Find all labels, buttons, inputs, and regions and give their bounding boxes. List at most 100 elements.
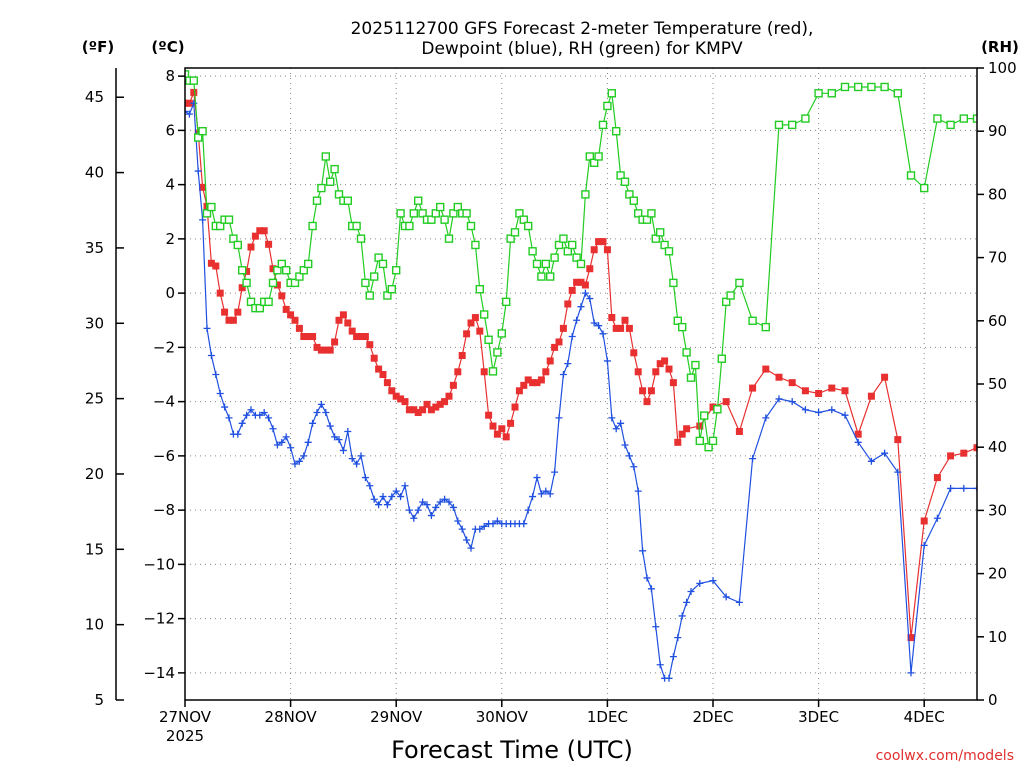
- f-tick-label: 10: [85, 616, 104, 634]
- data-point: [972, 114, 977, 123]
- data-point: [185, 99, 193, 107]
- data-point: [722, 593, 730, 601]
- x-tick-sublabel: 2025: [166, 727, 204, 745]
- rh-tick-label: 10: [988, 628, 1007, 646]
- x-tick-label: 29NOV: [370, 708, 423, 726]
- x-tick-label: 2DEC: [692, 708, 733, 726]
- data-point: [256, 227, 264, 235]
- data-point: [485, 411, 493, 419]
- x-tick-label: 30NOV: [476, 708, 529, 726]
- data-point: [370, 495, 378, 503]
- data-point: [238, 284, 246, 292]
- rh-tick-label: 0: [988, 691, 998, 709]
- data-point: [471, 314, 479, 322]
- data-point: [242, 278, 251, 288]
- data-point: [343, 196, 352, 205]
- data-point: [665, 365, 673, 373]
- data-point: [335, 316, 343, 324]
- data-point: [194, 167, 202, 175]
- data-point: [735, 427, 743, 435]
- data-point: [344, 319, 352, 327]
- data-point: [334, 190, 344, 199]
- data-point: [555, 414, 563, 422]
- data-point: [251, 232, 259, 240]
- data-point: [634, 487, 642, 495]
- data-point: [515, 209, 524, 218]
- data-point: [656, 661, 664, 669]
- data-point: [537, 490, 545, 498]
- data-point: [678, 322, 687, 332]
- data-point: [625, 324, 633, 332]
- data-point: [537, 272, 546, 281]
- data-point: [551, 343, 559, 351]
- data-point: [761, 322, 770, 332]
- data-point: [353, 460, 361, 468]
- data-point: [722, 398, 730, 406]
- data-point: [348, 455, 356, 463]
- data-point: [947, 452, 955, 460]
- data-point: [366, 341, 374, 349]
- data-point: [273, 281, 281, 289]
- data-point: [278, 292, 286, 300]
- data-point: [854, 438, 862, 446]
- data-point: [237, 266, 247, 275]
- data-point: [449, 503, 457, 511]
- data-point: [920, 183, 929, 193]
- data-point: [295, 324, 303, 332]
- data-point: [608, 414, 616, 422]
- data-point: [581, 190, 590, 199]
- data-point: [401, 398, 409, 406]
- fahrenheit-unit-label: (ºF): [82, 38, 114, 56]
- data-point: [445, 498, 453, 506]
- data-point: [674, 634, 682, 642]
- data-point: [379, 493, 387, 501]
- data-point: [973, 444, 977, 452]
- data-point: [590, 158, 599, 168]
- data-point: [700, 411, 709, 420]
- data-point: [647, 387, 655, 395]
- data-point: [722, 297, 731, 307]
- rh-tick-label: 50: [988, 375, 1007, 393]
- data-point: [414, 506, 422, 514]
- f-tick-label: 45: [85, 88, 104, 106]
- data-point: [335, 436, 343, 444]
- f-tick-label: 25: [85, 390, 104, 408]
- data-point: [199, 183, 207, 191]
- rh-unit-label: (RH): [981, 38, 1019, 56]
- data-point: [695, 436, 704, 446]
- data-point: [554, 240, 564, 250]
- data-point: [542, 487, 550, 495]
- c-tick-label: −12: [143, 610, 175, 628]
- data-point: [212, 371, 220, 379]
- data-point: [357, 333, 365, 341]
- data-point: [586, 295, 594, 303]
- data-point: [498, 425, 506, 433]
- data-point: [449, 209, 458, 218]
- data-point: [215, 221, 225, 231]
- celsius-unit-label: (ºC): [151, 38, 184, 56]
- data-point: [330, 164, 339, 174]
- c-tick-label: 8: [165, 67, 175, 85]
- data-point: [520, 520, 528, 528]
- data-point: [683, 598, 691, 606]
- data-point: [581, 289, 589, 297]
- x-axis-label: Forecast Time (UTC): [391, 736, 633, 764]
- data-point: [317, 346, 325, 354]
- data-point: [828, 406, 836, 414]
- data-point: [260, 227, 268, 235]
- data-point: [511, 403, 519, 411]
- data-point: [599, 330, 607, 338]
- f-tick-label: 15: [85, 540, 104, 558]
- data-point: [603, 101, 612, 111]
- data-point: [480, 368, 488, 376]
- plot-frame: [184, 67, 978, 701]
- data-point: [480, 522, 488, 530]
- data-point: [612, 324, 620, 332]
- series-layer: [185, 70, 977, 682]
- data-point: [405, 221, 414, 231]
- data-point: [537, 376, 545, 384]
- data-point: [801, 114, 810, 123]
- data-point: [290, 278, 300, 288]
- data-point: [520, 381, 528, 389]
- data-point: [366, 482, 374, 490]
